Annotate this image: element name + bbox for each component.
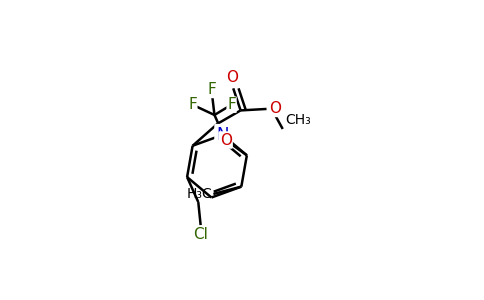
Text: O: O: [269, 101, 281, 116]
Text: H₃C: H₃C: [186, 187, 212, 201]
Text: CH₃: CH₃: [286, 113, 311, 127]
Text: O: O: [220, 133, 232, 148]
Text: N: N: [216, 126, 229, 144]
Text: F: F: [207, 82, 216, 98]
Text: F: F: [227, 97, 236, 112]
Text: Cl: Cl: [193, 226, 208, 242]
Text: O: O: [226, 70, 238, 85]
Text: F: F: [188, 97, 197, 112]
